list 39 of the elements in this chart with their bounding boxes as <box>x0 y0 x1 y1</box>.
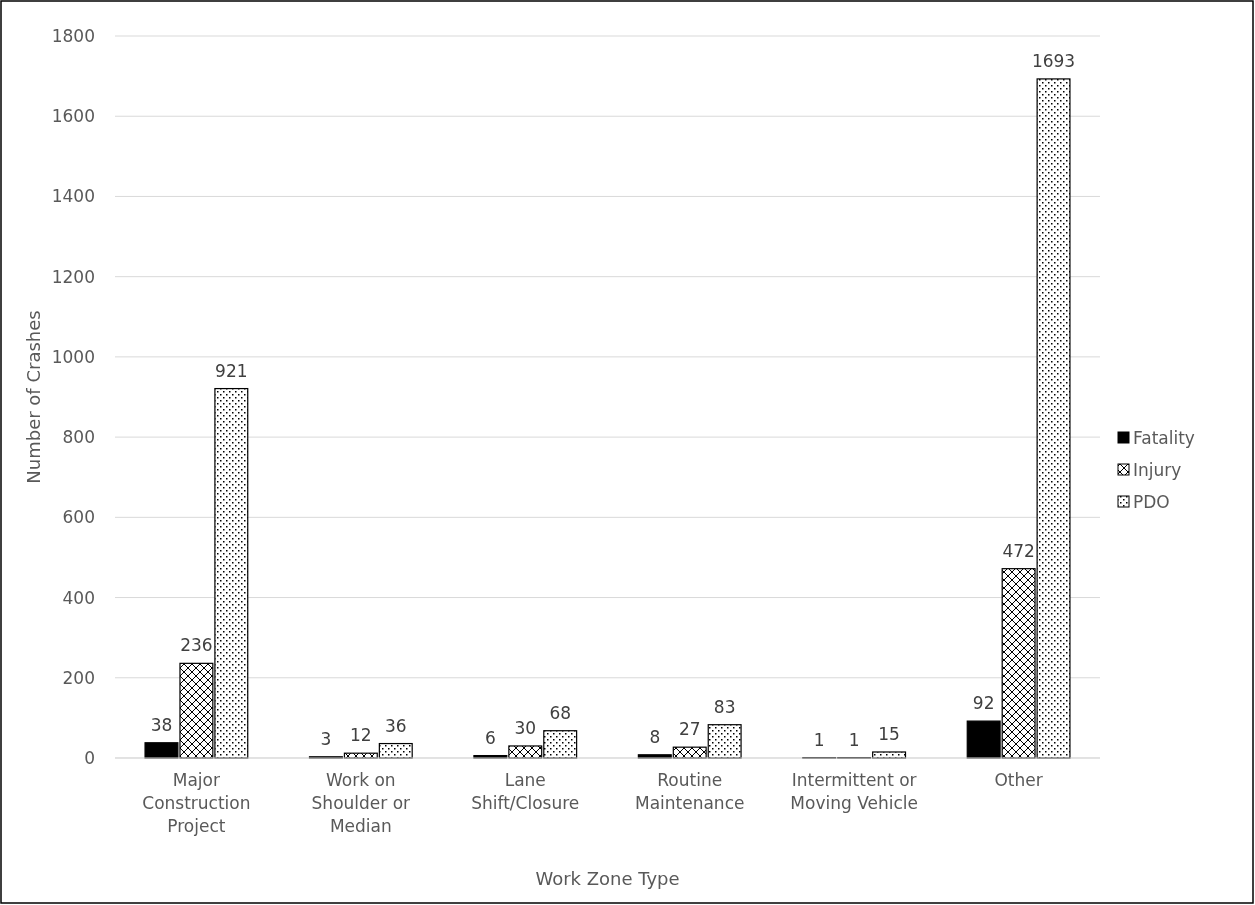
data-label: 92 <box>972 693 995 714</box>
data-label: 1 <box>813 729 825 750</box>
y-tick-label: 1200 <box>51 266 95 287</box>
y-tick-label: 0 <box>84 747 95 768</box>
y-tick-label: 1600 <box>51 106 95 127</box>
y-tick-label: 1400 <box>51 186 95 207</box>
data-label: 6 <box>484 727 496 748</box>
legend-label: Fatality <box>1133 427 1195 448</box>
data-label: 921 <box>215 360 248 381</box>
legend-label: PDO <box>1133 491 1170 512</box>
y-tick-label: 600 <box>62 507 95 528</box>
data-label: 3 <box>320 728 332 749</box>
x-tick-label: Major Construction Project <box>142 770 251 836</box>
y-axis-title: Number of Crashes <box>23 310 44 484</box>
y-tick-label: 800 <box>62 427 95 448</box>
x-tick-label: Lane Shift/Closure <box>471 770 580 813</box>
y-tick-label: 1800 <box>51 25 95 46</box>
data-label: 236 <box>180 635 213 656</box>
x-tick-label: Intermittent or Moving Vehicle <box>790 770 918 813</box>
data-label: 27 <box>678 719 701 740</box>
legend-label: Injury <box>1133 459 1182 480</box>
data-label: 38 <box>150 714 173 735</box>
x-tick-label: Other <box>994 770 1043 790</box>
x-tick-label: Work on Shoulder or Median <box>311 770 411 836</box>
data-label: 68 <box>549 702 572 723</box>
x-axis-title: Work Zone Type <box>535 868 680 889</box>
y-tick-label: 200 <box>62 667 95 688</box>
y-tick-label: 1000 <box>51 346 95 367</box>
data-label: 472 <box>1002 540 1035 561</box>
data-label: 36 <box>384 715 407 736</box>
x-tick-label: Routine Maintenance <box>634 770 745 813</box>
data-label: 8 <box>649 726 661 747</box>
data-label: 30 <box>514 717 537 738</box>
data-label: 1 <box>848 729 860 750</box>
data-label: 12 <box>350 725 372 746</box>
data-label: 1693 <box>1031 50 1076 71</box>
data-label: 15 <box>878 723 900 744</box>
data-label: 83 <box>713 696 736 717</box>
y-tick-label: 400 <box>62 587 95 608</box>
